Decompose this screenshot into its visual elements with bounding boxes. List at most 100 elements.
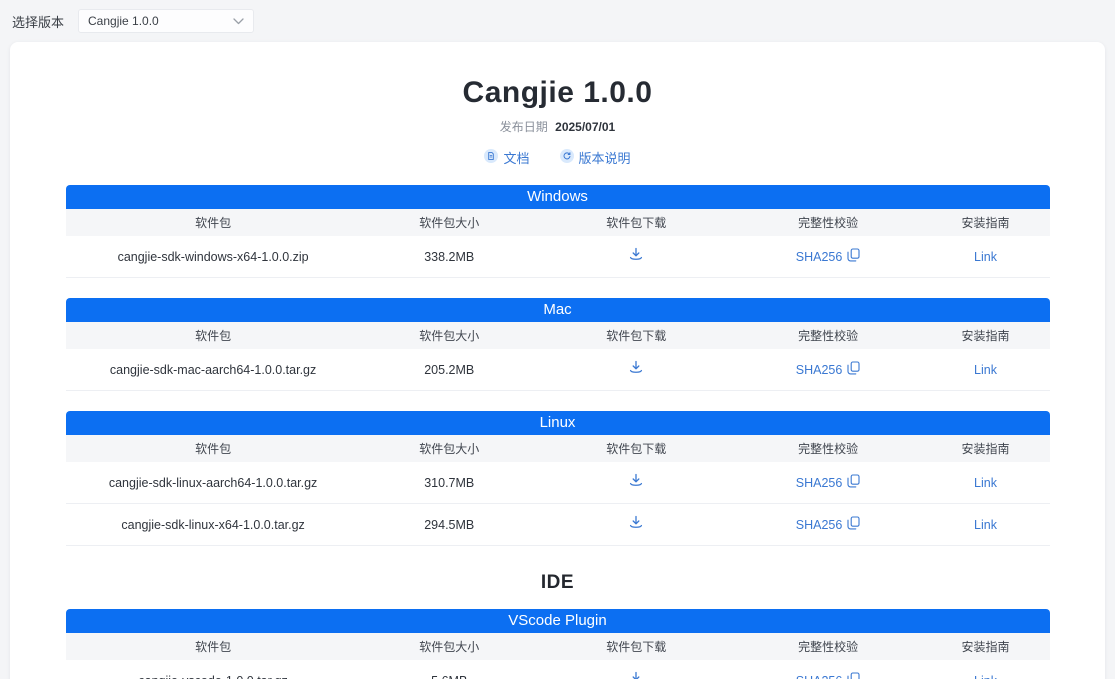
- table-body: cangjie-sdk-mac-aarch64-1.0.0.tar.gz 205…: [65, 349, 1050, 391]
- table-body: cangjie-vscode-1.0.0.tar.gz 5.6MB SHA256…: [65, 660, 1050, 679]
- package-size: 5.6MB: [361, 674, 538, 679]
- download-icon: [628, 247, 644, 267]
- guide-link[interactable]: Link: [974, 517, 997, 532]
- copy-icon[interactable]: [847, 474, 860, 491]
- package-name: cangjie-sdk-linux-aarch64-1.0.0.tar.gz: [108, 475, 318, 490]
- column-header: 软件包大小: [419, 442, 480, 456]
- download-icon: [628, 360, 644, 380]
- guide-link[interactable]: Link: [974, 249, 997, 264]
- column-header: 软件包下载: [606, 216, 667, 230]
- version-selector-label: 选择版本: [12, 14, 65, 30]
- download-section: VScode Plugin 软件包 软件包大小 软件包下载 完整性校验 安装指南 can…: [65, 609, 1050, 679]
- release-date-label: 发布日期: [499, 120, 548, 134]
- column-header: 完整性校验: [798, 329, 859, 343]
- guide-link[interactable]: Link: [974, 674, 997, 679]
- checksum-control: SHA256: [796, 248, 861, 265]
- column-header: 软件包: [195, 640, 232, 654]
- checksum-control: SHA256: [796, 474, 861, 491]
- download-button[interactable]: [628, 360, 644, 380]
- version-selector-bar: 选择版本 Cangjie 1.0.0: [0, 0, 1115, 34]
- checksum-control: SHA256: [796, 361, 861, 378]
- checksum-label[interactable]: SHA256: [795, 475, 843, 490]
- package-size: 294.5MB: [424, 517, 475, 532]
- table-row: cangjie-vscode-1.0.0.tar.gz 5.6MB SHA256…: [65, 660, 1050, 679]
- download-button[interactable]: [628, 473, 644, 493]
- download-section: Windows 软件包 软件包大小 软件包下载 完整性校验 安装指南 cangjie-s…: [65, 185, 1050, 278]
- copy-icon[interactable]: [847, 516, 860, 533]
- section-title: VScode Plugin: [65, 609, 1050, 633]
- checksum-label[interactable]: SHA256: [795, 362, 843, 377]
- table-row: cangjie-sdk-linux-x64-1.0.0.tar.gz 294.5…: [65, 504, 1050, 546]
- column-header: 安装指南: [961, 329, 1010, 343]
- document-circle-icon: [484, 149, 499, 166]
- download-icon: [628, 671, 644, 679]
- checksum-control: SHA256: [796, 672, 861, 679]
- package-name: cangjie-vscode-1.0.0.tar.gz: [66, 674, 361, 679]
- group-heading: IDE: [540, 572, 575, 593]
- table-header-row: 软件包 软件包大小 软件包下载 完整性校验 安装指南: [65, 322, 1050, 349]
- download-icon: [628, 473, 644, 493]
- column-header: 软件包: [195, 216, 232, 230]
- release-card: Cangjie 1.0.0 发布日期 2025/07/01 文档 版本说明 Wi…: [10, 42, 1105, 679]
- section-title: Linux: [65, 411, 1050, 435]
- download-section: Mac 软件包 软件包大小 软件包下载 完整性校验 安装指南 cangjie-sdk-m…: [65, 298, 1050, 391]
- checksum-label[interactable]: SHA256: [795, 249, 843, 264]
- download-button[interactable]: [628, 671, 644, 679]
- column-header: 软件包下载: [606, 329, 667, 343]
- copy-icon[interactable]: [847, 361, 860, 378]
- guide-link[interactable]: Link: [974, 475, 997, 490]
- release-date-line: 发布日期 2025/07/01: [10, 118, 1105, 135]
- version-select-value: Cangjie 1.0.0: [88, 14, 159, 28]
- copy-icon[interactable]: [847, 248, 860, 265]
- download-icon: [628, 515, 644, 535]
- download-button[interactable]: [628, 515, 644, 535]
- column-header: 软件包下载: [606, 442, 667, 456]
- chevron-down-icon: [233, 14, 244, 28]
- copy-icon[interactable]: [847, 672, 860, 679]
- sections-container: Windows 软件包 软件包大小 软件包下载 完整性校验 安装指南 cangjie-s…: [10, 185, 1105, 679]
- table-body: cangjie-sdk-linux-aarch64-1.0.0.tar.gz 3…: [65, 462, 1050, 546]
- table-row: cangjie-sdk-linux-aarch64-1.0.0.tar.gz 3…: [65, 462, 1050, 504]
- package-size: 338.2MB: [424, 249, 475, 264]
- release-notes-circle-icon: [559, 149, 574, 166]
- table-row: cangjie-sdk-windows-x64-1.0.0.zip 338.2M…: [65, 236, 1050, 278]
- package-name: cangjie-sdk-windows-x64-1.0.0.zip: [117, 249, 309, 264]
- section-title: Windows: [65, 185, 1050, 209]
- column-header: 软件包: [195, 329, 232, 343]
- column-header: 软件包大小: [419, 329, 480, 343]
- download-button[interactable]: [628, 247, 644, 267]
- column-header: 完整性校验: [798, 640, 859, 654]
- checksum-label[interactable]: SHA256: [796, 674, 843, 679]
- package-name: cangjie-sdk-linux-x64-1.0.0.tar.gz: [121, 517, 305, 532]
- column-header: 安装指南: [961, 216, 1010, 230]
- release-links: 文档 版本说明: [10, 148, 1105, 167]
- checksum-label[interactable]: SHA256: [795, 517, 843, 532]
- column-header: 完整性校验: [798, 216, 859, 230]
- docs-link[interactable]: 文档: [484, 148, 530, 167]
- table-header-row: 软件包 软件包大小 软件包下载 完整性校验 安装指南: [65, 435, 1050, 462]
- section-title: Mac: [65, 298, 1050, 322]
- column-header: 软件包: [195, 442, 232, 456]
- release-notes-link-label: 版本说明: [578, 151, 631, 166]
- table-header-row: 软件包 软件包大小 软件包下载 完整性校验 安装指南: [65, 209, 1050, 236]
- package-size: 310.7MB: [424, 475, 475, 490]
- release-notes-link[interactable]: 版本说明: [559, 148, 631, 167]
- column-header: 软件包下载: [606, 640, 667, 654]
- column-header: 完整性校验: [798, 442, 859, 456]
- column-header: 软件包大小: [419, 216, 480, 230]
- table-body: cangjie-sdk-windows-x64-1.0.0.zip 338.2M…: [65, 236, 1050, 278]
- column-header: 软件包大小: [419, 640, 480, 654]
- table-row: cangjie-sdk-mac-aarch64-1.0.0.tar.gz 205…: [65, 349, 1050, 391]
- column-header: 安装指南: [961, 640, 1010, 654]
- package-name: cangjie-sdk-mac-aarch64-1.0.0.tar.gz: [109, 362, 317, 377]
- download-section: Linux 软件包 软件包大小 软件包下载 完整性校验 安装指南 cangjie-sdk…: [65, 411, 1050, 546]
- column-header: 安装指南: [961, 442, 1010, 456]
- package-size: 205.2MB: [424, 362, 475, 377]
- checksum-control: SHA256: [796, 516, 861, 533]
- guide-link[interactable]: Link: [974, 362, 997, 377]
- page-title: Cangjie 1.0.0: [462, 76, 653, 109]
- docs-link-label: 文档: [503, 151, 530, 166]
- table-header-row: 软件包 软件包大小 软件包下载 完整性校验 安装指南: [65, 633, 1050, 660]
- release-date-value: 2025/07/01: [555, 120, 616, 134]
- version-select-dropdown[interactable]: Cangjie 1.0.0: [78, 9, 255, 33]
